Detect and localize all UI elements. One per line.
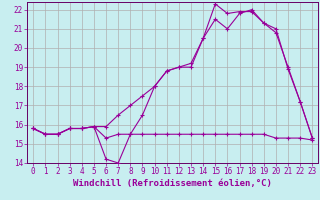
X-axis label: Windchill (Refroidissement éolien,°C): Windchill (Refroidissement éolien,°C) — [73, 179, 272, 188]
